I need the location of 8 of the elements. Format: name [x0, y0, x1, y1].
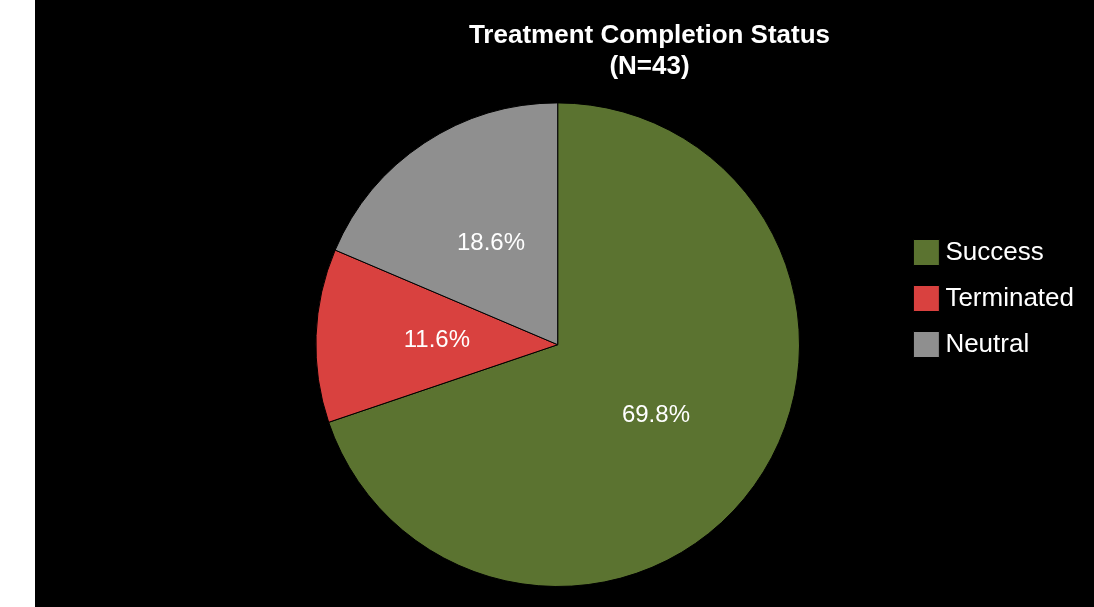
chart-title: Treatment Completion Status — [468, 18, 831, 49]
data-label: 18.6% — [456, 228, 526, 256]
data-label: 69.8% — [621, 399, 690, 427]
legend-label: Neutral — [945, 327, 1030, 358]
data-label: 11.6% — [403, 324, 471, 352]
legend-label: Success — [945, 235, 1044, 266]
chart-subtitle: (N=43) — [609, 49, 690, 80]
legend-label: Terminated — [945, 281, 1075, 312]
